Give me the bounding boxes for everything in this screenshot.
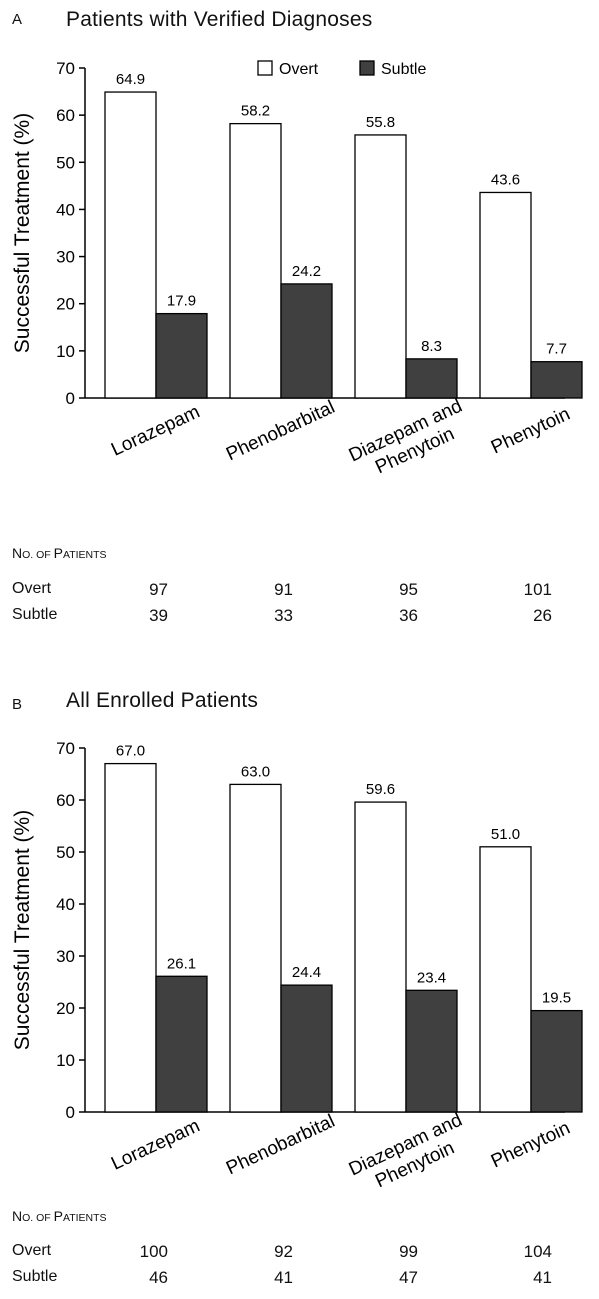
y-axis-label: Successful Treatment (%) bbox=[11, 810, 34, 1050]
bar-subtle bbox=[155, 975, 208, 1113]
category-label: Phenobarbital bbox=[223, 397, 338, 466]
y-tick-label: 20 bbox=[56, 999, 75, 1018]
category-label-line: Phenytoin bbox=[488, 1118, 573, 1173]
y-tick-label: 0 bbox=[66, 1103, 75, 1122]
data-label: 23.4 bbox=[417, 969, 446, 986]
data-label: 24.4 bbox=[292, 964, 321, 981]
category-label-line: Lorazepam bbox=[108, 1115, 203, 1174]
bar-overt bbox=[229, 783, 282, 1113]
category-label-line: Phenobarbital bbox=[223, 397, 338, 466]
bar-overt bbox=[479, 846, 532, 1113]
table-cell: 91 bbox=[274, 580, 293, 599]
data-label: 58.2 bbox=[241, 103, 270, 120]
table-cell: 101 bbox=[523, 580, 552, 599]
data-label: 26.1 bbox=[167, 955, 196, 972]
patients-table-heading: NO. OF PATIENTS bbox=[12, 545, 107, 561]
category-label-line: Phenytoin bbox=[488, 404, 573, 459]
y-tick-label: 40 bbox=[56, 895, 75, 914]
patients-table-heading: NO. OF PATIENTS bbox=[12, 1208, 107, 1224]
y-tick-label: 50 bbox=[56, 153, 75, 172]
table-cell: 95 bbox=[399, 580, 418, 599]
table-cell: 104 bbox=[523, 1242, 552, 1261]
bar-overt bbox=[479, 191, 532, 399]
data-label: 7.7 bbox=[546, 341, 567, 358]
y-axis-label: Successful Treatment (%) bbox=[11, 113, 34, 353]
table-row-label-overt: Overt bbox=[12, 580, 52, 597]
category-label: Phenytoin bbox=[488, 404, 573, 459]
y-tick-label: 30 bbox=[56, 248, 75, 267]
bar-subtle bbox=[530, 361, 583, 399]
table-cell: 92 bbox=[274, 1242, 293, 1261]
category-label: Phenytoin bbox=[488, 1118, 573, 1173]
bar-subtle bbox=[280, 984, 333, 1113]
data-label: 43.6 bbox=[491, 171, 520, 188]
y-tick-label: 20 bbox=[56, 295, 75, 314]
y-tick-label: 40 bbox=[56, 200, 75, 219]
bar-chart: 0 10 20 30 40 50 60 70 Successful Treatment (%) 6… bbox=[11, 739, 583, 1193]
data-label: 19.5 bbox=[542, 990, 571, 1007]
data-label: 64.9 bbox=[116, 71, 145, 88]
data-label: 17.9 bbox=[167, 293, 196, 310]
bar-subtle bbox=[280, 283, 333, 399]
category-label: Lorazepam bbox=[108, 401, 203, 460]
legend-label-subtle: Subtle bbox=[381, 61, 426, 78]
table-row-label-subtle: Subtle bbox=[12, 606, 58, 623]
bar-subtle bbox=[155, 312, 208, 399]
category-label-line: Lorazepam bbox=[108, 401, 203, 460]
table-row-label-subtle: Subtle bbox=[12, 1268, 58, 1285]
table-cell: 33 bbox=[274, 606, 293, 625]
bar-subtle bbox=[530, 1009, 583, 1113]
table-cell: 41 bbox=[533, 1268, 552, 1287]
y-tick-label: 70 bbox=[56, 739, 75, 758]
table-cell: 100 bbox=[139, 1242, 168, 1261]
legend-label-overt: Overt bbox=[279, 61, 319, 78]
category-label: Phenobarbital bbox=[223, 1111, 338, 1180]
y-tick-label: 30 bbox=[56, 947, 75, 966]
table-cell: 36 bbox=[399, 606, 418, 625]
bar-subtle bbox=[405, 358, 458, 399]
y-tick-label: 10 bbox=[56, 342, 75, 361]
table-cell: 41 bbox=[274, 1268, 293, 1287]
table-cell: 46 bbox=[149, 1268, 168, 1287]
bar-subtle bbox=[405, 989, 458, 1113]
bar-overt bbox=[354, 134, 407, 399]
y-tick-label: 50 bbox=[56, 843, 75, 862]
panel-a: A Patients with Verified Diagnoses 0 10 20… bbox=[0, 0, 599, 640]
y-tick-label: 60 bbox=[56, 106, 75, 125]
table-cell: 39 bbox=[149, 606, 168, 625]
legend-swatch-overt bbox=[257, 60, 273, 76]
legend-swatch-subtle bbox=[359, 60, 375, 76]
data-label: 8.3 bbox=[421, 338, 442, 355]
data-label: 24.2 bbox=[292, 263, 321, 280]
y-tick-label: 70 bbox=[56, 59, 75, 78]
bar-overt bbox=[229, 122, 282, 399]
table-cell: 26 bbox=[533, 606, 552, 625]
data-label: 67.0 bbox=[116, 743, 145, 760]
data-label: 59.6 bbox=[366, 781, 395, 798]
data-label: 55.8 bbox=[366, 114, 395, 131]
category-label-line: Phenobarbital bbox=[223, 1111, 338, 1180]
bar-chart: 0 10 20 30 40 50 60 70 Successful Treatment (%) 6… bbox=[11, 59, 583, 479]
table-cell: 47 bbox=[399, 1268, 418, 1287]
bar-overt bbox=[354, 801, 407, 1113]
chart-title: Patients with Verified Diagnoses bbox=[66, 8, 373, 31]
table-cell: 99 bbox=[399, 1242, 418, 1261]
bar-overt bbox=[104, 91, 157, 399]
data-label: 51.0 bbox=[491, 826, 520, 843]
panel-letter: A bbox=[12, 11, 23, 28]
panel-letter: B bbox=[12, 696, 23, 713]
y-tick-label: 60 bbox=[56, 791, 75, 810]
y-tick-label: 10 bbox=[56, 1051, 75, 1070]
panel-b: B All Enrolled Patients 0 10 20 30 40 50 60 70 S… bbox=[0, 660, 599, 1299]
chart-title: All Enrolled Patients bbox=[66, 689, 259, 712]
data-label: 63.0 bbox=[241, 763, 270, 780]
table-row-label-overt: Overt bbox=[12, 1242, 52, 1259]
table-cell: 97 bbox=[149, 580, 168, 599]
y-tick-label: 0 bbox=[66, 389, 75, 408]
bar-overt bbox=[104, 762, 157, 1113]
category-label: Lorazepam bbox=[108, 1115, 203, 1174]
